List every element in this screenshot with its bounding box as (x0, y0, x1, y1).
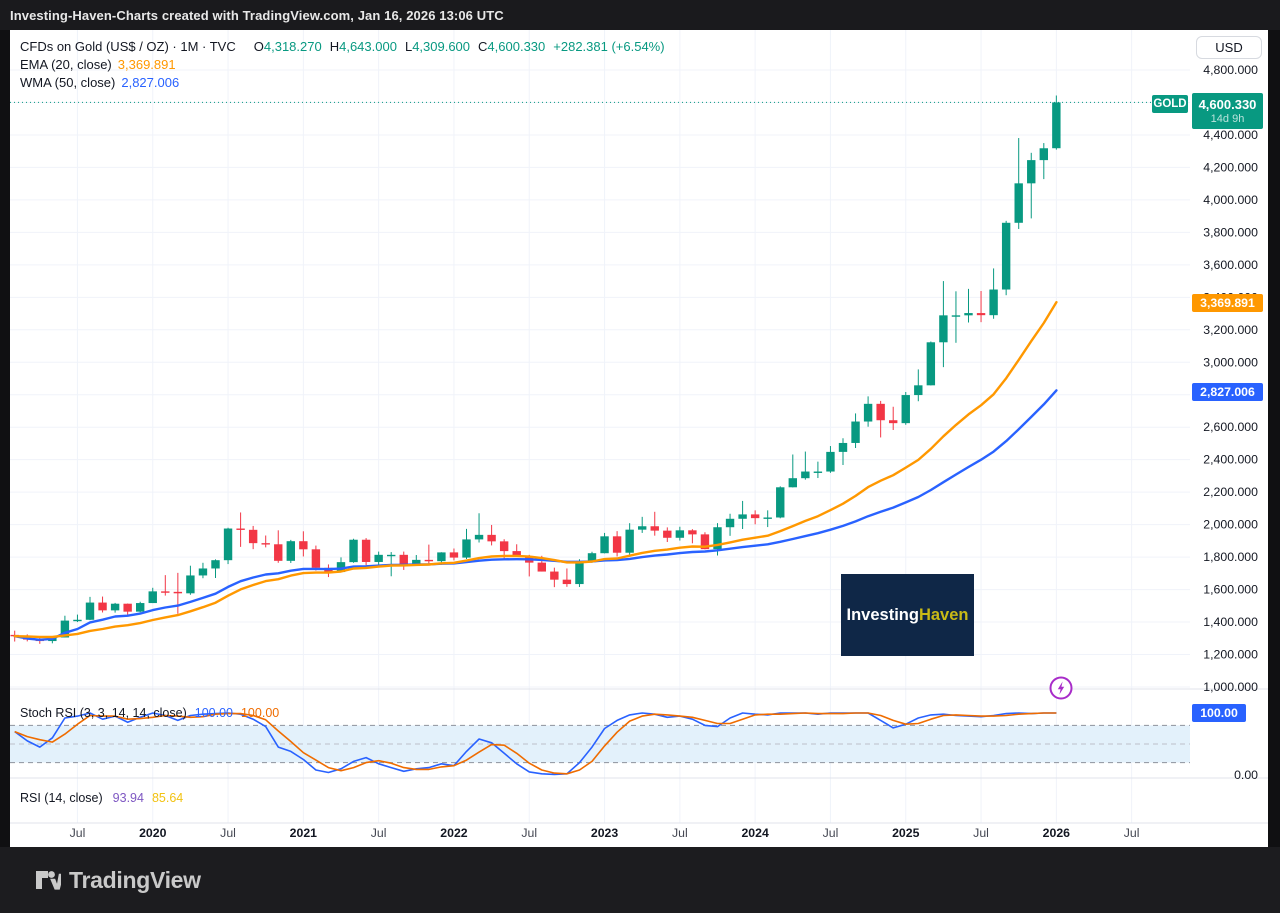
attribution-text: Investing-Haven-Charts created with Trad… (10, 7, 504, 23)
stoch-k-value: 100.00 (194, 706, 233, 720)
svg-text:1,000.000: 1,000.000 (1203, 680, 1258, 694)
stoch-value-badge: 100.00 (1192, 704, 1246, 722)
chart-surface (10, 30, 1268, 847)
high-value: 4,643.000 (339, 39, 397, 54)
low-value: 4,309.600 (412, 39, 471, 54)
svg-text:0.00: 0.00 (1234, 768, 1258, 782)
bar-countdown: 14d 9h (1210, 112, 1245, 125)
rsi-legend: RSI (14, close) 93.94 85.64 (20, 791, 183, 805)
svg-text:3,600.000: 3,600.000 (1203, 258, 1258, 272)
svg-text:2021: 2021 (290, 826, 318, 840)
flash-icon[interactable] (1048, 675, 1074, 701)
symbol-badge: GOLD (1152, 95, 1188, 113)
watermark-text-2: Haven (918, 605, 969, 624)
footer-bar: TradingView (0, 847, 1280, 913)
change-value: +282.381 (+6.54%) (553, 39, 665, 54)
svg-text:4,800.000: 4,800.000 (1203, 63, 1258, 77)
svg-text:2022: 2022 (440, 826, 468, 840)
low-letter: L (404, 39, 413, 54)
wma-label: WMA (50, close) (20, 75, 116, 90)
open-value: 4,318.270 (263, 39, 322, 54)
last-price-badge: 4,600.330 14d 9h (1192, 93, 1263, 129)
ema-legend-row: EMA (20, close) 3,369.891 (20, 56, 665, 74)
svg-text:2025: 2025 (892, 826, 920, 840)
svg-text:2,000.000: 2,000.000 (1203, 518, 1258, 532)
watermark-text-1: Investing (846, 605, 919, 624)
stoch-rsi-legend: Stoch RSI (3, 3, 14, 14, close) 100.00 100… (20, 706, 279, 720)
svg-text:Jul: Jul (973, 826, 989, 840)
svg-text:Jul: Jul (220, 826, 236, 840)
currency-button[interactable]: USD (1196, 36, 1262, 59)
svg-text:2023: 2023 (591, 826, 619, 840)
rsi-ma-value: 85.64 (151, 791, 184, 805)
svg-text:2026: 2026 (1043, 826, 1071, 840)
svg-text:2,600.000: 2,600.000 (1203, 420, 1258, 434)
high-letter: H (329, 39, 340, 54)
tradingview-brand-text: TradingView (69, 866, 201, 893)
symbol-legend: CFDs on Gold (US$ / OZ) · 1M · TVC O4,318… (20, 38, 665, 92)
svg-text:1,400.000: 1,400.000 (1203, 615, 1258, 629)
price-chart-canvas[interactable]: 4,800.0004,600.0004,400.0004,200.0004,00… (10, 30, 1268, 847)
svg-text:2024: 2024 (741, 826, 769, 840)
svg-text:Jul: Jul (672, 826, 688, 840)
svg-text:Jul: Jul (823, 826, 839, 840)
svg-text:4,200.000: 4,200.000 (1203, 160, 1258, 174)
svg-text:Jul: Jul (1124, 826, 1140, 840)
svg-text:Jul: Jul (371, 826, 387, 840)
rsi-value: 93.94 (112, 791, 144, 805)
ema-value: 3,369.891 (117, 57, 176, 72)
svg-text:1,200.000: 1,200.000 (1203, 648, 1258, 662)
tradingview-logo-icon (36, 871, 61, 890)
svg-text:3,200.000: 3,200.000 (1203, 323, 1258, 337)
close-value: 4,600.330 (487, 39, 546, 54)
wma-legend-row: WMA (50, close) 2,827.006 (20, 74, 665, 92)
svg-text:1,600.000: 1,600.000 (1203, 583, 1258, 597)
ema-label: EMA (20, close) (20, 57, 112, 72)
close-letter: C (478, 39, 488, 54)
svg-text:2,200.000: 2,200.000 (1203, 485, 1258, 499)
wma-value: 2,827.006 (121, 75, 180, 90)
svg-text:1,800.000: 1,800.000 (1203, 550, 1258, 564)
svg-text:3,000.000: 3,000.000 (1203, 355, 1258, 369)
wma-price-badge: 2,827.006 (1192, 383, 1263, 401)
svg-text:Jul: Jul (521, 826, 537, 840)
last-price-value: 4,600.330 (1198, 96, 1257, 112)
symbol-legend-row: CFDs on Gold (US$ / OZ) · 1M · TVC O4,318… (20, 38, 665, 56)
open-letter: O (253, 39, 264, 54)
ema-price-badge: 3,369.891 (1192, 294, 1263, 312)
investinghaven-logo: Investing Haven (841, 574, 974, 656)
symbol-title: CFDs on Gold (US$ / OZ) · 1M · TVC (20, 39, 236, 54)
svg-text:3,800.000: 3,800.000 (1203, 225, 1258, 239)
stoch-d-value: 100.00 (240, 706, 280, 720)
stoch-rsi-title: Stoch RSI (3, 3, 14, 14, close) (20, 706, 187, 720)
svg-text:4,000.000: 4,000.000 (1203, 193, 1258, 207)
rsi-title: RSI (14, close) (20, 791, 103, 805)
svg-text:2,400.000: 2,400.000 (1203, 453, 1258, 467)
attribution-bar: Investing-Haven-Charts created with Trad… (0, 0, 1280, 30)
svg-text:4,400.000: 4,400.000 (1203, 128, 1258, 142)
currency-label: USD (1215, 40, 1243, 55)
svg-text:Jul: Jul (70, 826, 86, 840)
svg-text:2020: 2020 (139, 826, 167, 840)
